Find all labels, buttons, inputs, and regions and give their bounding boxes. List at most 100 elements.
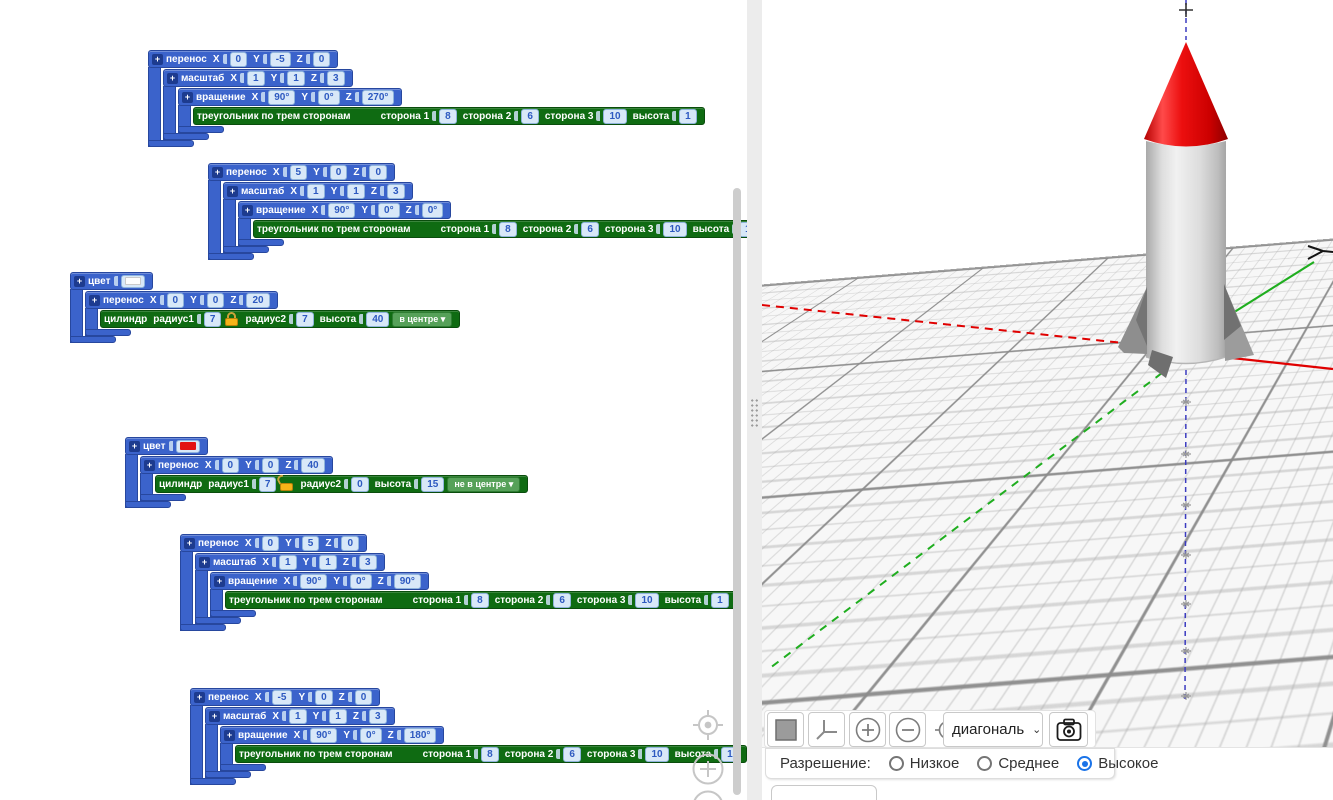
value-input[interactable]: 10: [603, 108, 627, 124]
value-input[interactable]: 10: [635, 592, 659, 608]
value-input[interactable]: 6: [521, 108, 539, 124]
expand-plus-icon[interactable]: +: [182, 91, 193, 103]
value-input[interactable]: 6: [553, 592, 571, 608]
block-rotate[interactable]: + вращение X 90° Y 0° Z 0°: [238, 201, 452, 219]
color-swatch[interactable]: [120, 274, 145, 288]
value-input[interactable]: 1: [319, 554, 337, 570]
value-input[interactable]: 40: [301, 457, 325, 473]
value-input[interactable]: 0: [229, 51, 248, 67]
bottom-partial-button[interactable]: [771, 785, 877, 800]
lock-open-icon[interactable]: [276, 473, 294, 491]
value-input[interactable]: 0: [351, 476, 369, 492]
block-translate[interactable]: + перенос X -5 Y 0 Z 0: [190, 688, 381, 706]
value-input[interactable]: 0°: [360, 727, 382, 743]
value-input[interactable]: 7: [296, 311, 314, 327]
expand-plus-icon[interactable]: +: [144, 459, 155, 471]
value-input[interactable]: 8: [499, 221, 517, 237]
value-input[interactable]: 7: [203, 311, 222, 327]
zoom-in-button[interactable]: [849, 712, 886, 747]
value-input[interactable]: 0: [221, 457, 240, 473]
value-input[interactable]: 0: [166, 292, 185, 308]
value-input[interactable]: 3: [326, 70, 345, 86]
value-input[interactable]: 1: [247, 70, 265, 86]
expand-plus-icon[interactable]: +: [152, 53, 163, 65]
panel-divider[interactable]: [747, 0, 762, 800]
block-translate[interactable]: + перенос X 0 Y 5 Z 0: [180, 534, 367, 552]
value-input[interactable]: 7: [258, 476, 277, 492]
workspace-vertical-scrollbar[interactable]: [733, 188, 741, 795]
expand-plus-icon[interactable]: +: [89, 294, 100, 306]
expand-plus-icon[interactable]: +: [242, 204, 253, 216]
value-input[interactable]: 0: [369, 164, 387, 180]
block-triangle[interactable]: треугольник по трем сторонам сторона 1 8 ст…: [193, 107, 705, 125]
value-input[interactable]: -5: [271, 689, 293, 705]
resolution-radio-high[interactable]: Высокое: [1077, 755, 1158, 772]
block-translate[interactable]: + перенос X 0 Y 0 Z 20: [85, 291, 278, 309]
expand-plus-icon[interactable]: +: [224, 729, 235, 741]
centering-dropdown[interactable]: в центре ▾: [392, 311, 453, 327]
value-input[interactable]: 6: [581, 221, 599, 237]
value-input[interactable]: 10: [663, 221, 687, 237]
block-rotate[interactable]: + вращение X 90° Y 0° Z 90°: [210, 572, 429, 590]
block-cylinder[interactable]: цилиндр радиус1 7 радиус2 0 высота 15 не в цент…: [155, 473, 529, 493]
value-input[interactable]: 1: [279, 554, 297, 570]
value-input[interactable]: 0: [312, 51, 331, 67]
block-triangle[interactable]: треугольник по трем сторонам сторона 1 8 ст…: [225, 591, 737, 609]
render-viewport[interactable]: диагональ ⌄ Разрешение: Низкое Среднее: [762, 0, 1333, 800]
screenshot-button[interactable]: [1049, 712, 1088, 747]
value-input[interactable]: 1: [329, 708, 347, 724]
expand-plus-icon[interactable]: +: [209, 710, 220, 722]
zoom-out-button[interactable]: [889, 712, 926, 747]
block-cylinder[interactable]: цилиндр радиус1 7 радиус2 7 высота 40 в центре …: [100, 310, 461, 328]
block-color[interactable]: + цвет: [70, 272, 153, 290]
value-input[interactable]: 180°: [403, 727, 437, 743]
block-color[interactable]: + цвет: [125, 437, 208, 455]
block-triangle[interactable]: треугольник по трем сторонам сторона 1 8 ст…: [235, 745, 747, 763]
view-square-button[interactable]: [767, 712, 804, 747]
value-input[interactable]: 15: [421, 476, 445, 492]
expand-plus-icon[interactable]: +: [212, 166, 223, 178]
value-input[interactable]: 270°: [361, 89, 395, 105]
value-input[interactable]: 90°: [310, 727, 338, 743]
value-input[interactable]: 1: [289, 708, 307, 724]
value-input[interactable]: 0°: [350, 573, 372, 589]
expand-plus-icon[interactable]: +: [227, 185, 238, 197]
axes-toggle-button[interactable]: [808, 712, 845, 747]
divider-drag-handle-icon[interactable]: [750, 398, 759, 428]
value-input[interactable]: 0°: [378, 202, 400, 218]
value-input[interactable]: 40: [366, 311, 390, 327]
color-swatch[interactable]: [175, 439, 200, 453]
lock-closed-icon[interactable]: [224, 312, 239, 326]
workspace-zoom-reset-icon[interactable]: [693, 710, 723, 740]
value-input[interactable]: 20: [246, 292, 270, 308]
value-input[interactable]: 90°: [393, 573, 421, 589]
value-input[interactable]: 8: [471, 592, 489, 608]
value-input[interactable]: 90°: [300, 573, 328, 589]
value-input[interactable]: 8: [481, 746, 499, 762]
block-translate[interactable]: + перенос X 5 Y 0 Z 0: [208, 163, 395, 181]
expand-plus-icon[interactable]: +: [129, 440, 140, 452]
value-input[interactable]: 6: [563, 746, 581, 762]
block-scale[interactable]: + масштаб X 1 Y 1 Z 3: [163, 69, 353, 87]
block-triangle[interactable]: треугольник по трем сторонам сторона 1 8 ст…: [253, 220, 765, 238]
centering-dropdown[interactable]: не в центре ▾: [447, 476, 521, 492]
value-input[interactable]: -5: [269, 51, 291, 67]
value-input[interactable]: 3: [386, 183, 405, 199]
block-translate[interactable]: + перенос X 0 Y 0 Z 40: [140, 456, 333, 474]
expand-plus-icon[interactable]: +: [74, 275, 85, 287]
value-input[interactable]: 3: [368, 708, 387, 724]
expand-plus-icon[interactable]: +: [199, 556, 210, 568]
value-input[interactable]: 5: [301, 535, 320, 551]
value-input[interactable]: 1: [711, 592, 729, 608]
value-input[interactable]: 0°: [318, 89, 340, 105]
expand-plus-icon[interactable]: +: [184, 537, 195, 549]
value-input[interactable]: 10: [645, 746, 669, 762]
value-input[interactable]: 90°: [328, 202, 356, 218]
block-translate[interactable]: + перенос X 0 Y -5 Z 0: [148, 50, 339, 68]
expand-plus-icon[interactable]: +: [167, 72, 178, 84]
value-input[interactable]: 0: [261, 535, 280, 551]
expand-plus-icon[interactable]: +: [214, 575, 225, 587]
block-scale[interactable]: + масштаб X 1 Y 1 Z 3: [205, 707, 395, 725]
block-rotate[interactable]: + вращение X 90° Y 0° Z 180°: [220, 726, 445, 744]
resolution-radio-medium[interactable]: Среднее: [977, 755, 1059, 772]
